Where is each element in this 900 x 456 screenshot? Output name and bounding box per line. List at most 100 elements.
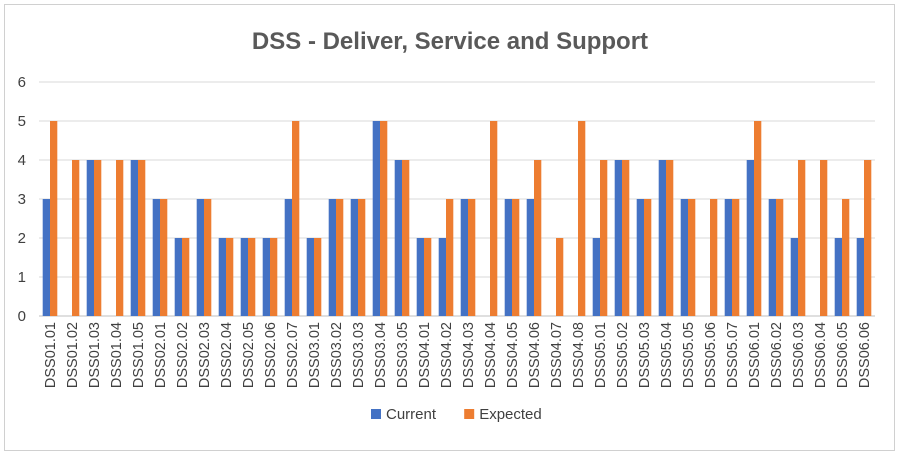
bar-current-dss05-05 [680, 199, 688, 316]
bar-current-dss05-03 [636, 199, 644, 316]
x-tick-label: DSS05.05 [681, 322, 697, 388]
bars [42, 121, 872, 316]
bar-current-dss06-03 [790, 238, 798, 316]
chart-svg: DSS - Deliver, Service and Support 0 1 2 3 4… [18, 28, 875, 423]
bar-current-dss01-05 [130, 160, 138, 316]
x-tick-label: DSS05.04 [659, 322, 675, 388]
bar-expected-dss01-03 [94, 160, 102, 316]
x-tick-label: DSS05.02 [615, 322, 631, 388]
bar-current-dss03-05 [394, 160, 402, 316]
bar-current-dss02-03 [196, 199, 204, 316]
bar-expected-dss05-01 [600, 160, 608, 316]
bar-expected-dss03-03 [358, 199, 366, 316]
bar-current-dss01-01 [42, 199, 50, 316]
x-tick-label: DSS06.02 [769, 322, 785, 388]
bar-current-dss06-02 [768, 199, 776, 316]
bar-expected-dss03-04 [380, 121, 388, 316]
x-tick-label: DSS05.01 [593, 322, 609, 388]
x-tick-label: DSS01.03 [87, 322, 103, 388]
bar-current-dss01-03 [86, 160, 94, 316]
x-tick-label: DSS03.05 [395, 322, 411, 388]
bar-expected-dss06-01 [754, 121, 762, 316]
x-tick-label: DSS02.07 [285, 322, 301, 388]
x-tick-label: DSS01.02 [65, 322, 81, 388]
bar-current-dss04-05 [504, 199, 512, 316]
x-tick-label: DSS03.02 [329, 322, 345, 388]
y-tick-label: 3 [18, 191, 26, 208]
bar-current-dss02-02 [174, 238, 182, 316]
x-tick-label: DSS02.01 [153, 322, 169, 388]
bar-expected-dss05-02 [622, 160, 630, 316]
legend-swatch-expected [464, 409, 475, 419]
bar-expected-dss02-05 [248, 238, 256, 316]
bar-expected-dss04-05 [512, 199, 520, 316]
bar-current-dss05-01 [592, 238, 600, 316]
bar-expected-dss06-03 [798, 160, 806, 316]
bar-expected-dss03-02 [336, 199, 344, 316]
bar-expected-dss05-04 [666, 160, 674, 316]
x-tick-label: DSS06.03 [791, 322, 807, 388]
bar-current-dss03-01 [306, 238, 314, 316]
bar-current-dss04-06 [526, 199, 534, 316]
x-tick-label: DSS05.06 [703, 322, 719, 388]
bar-expected-dss04-02 [446, 199, 454, 316]
bar-expected-dss06-04 [820, 160, 828, 316]
x-tick-label: DSS06.01 [747, 322, 763, 388]
y-tick-label: 1 [18, 269, 26, 286]
bar-expected-dss01-02 [72, 160, 80, 316]
x-tick-label: DSS04.03 [461, 322, 477, 388]
legend-label-current: Current [386, 406, 437, 423]
x-tick-label: DSS04.05 [505, 322, 521, 388]
x-tick-label: DSS02.04 [219, 322, 235, 388]
bar-current-dss06-05 [834, 238, 842, 316]
x-tick-label: DSS01.04 [109, 322, 125, 388]
bar-expected-dss06-02 [776, 199, 784, 316]
x-tick-label: DSS06.06 [857, 322, 873, 388]
bar-expected-dss03-01 [314, 238, 322, 316]
bar-expected-dss05-03 [644, 199, 652, 316]
bar-current-dss06-01 [746, 160, 754, 316]
bar-current-dss04-01 [416, 238, 424, 316]
y-tick-label: 4 [18, 152, 26, 169]
bar-current-dss04-02 [438, 238, 446, 316]
bar-current-dss03-02 [328, 199, 336, 316]
bar-expected-dss03-05 [402, 160, 410, 316]
x-tick-label: DSS01.05 [131, 322, 147, 388]
x-tick-label: DSS04.02 [439, 322, 455, 388]
x-tick-label: DSS05.03 [637, 322, 653, 388]
bar-expected-dss05-05 [688, 199, 696, 316]
bar-expected-dss02-04 [226, 238, 234, 316]
x-tick-label: DSS05.07 [725, 322, 741, 388]
x-tick-label: DSS04.01 [417, 322, 433, 388]
bar-expected-dss02-07 [292, 121, 300, 316]
bar-expected-dss04-01 [424, 238, 432, 316]
bar-expected-dss04-07 [556, 238, 564, 316]
bar-current-dss05-04 [658, 160, 666, 316]
bar-expected-dss06-05 [842, 199, 850, 316]
bar-expected-dss04-04 [490, 121, 498, 316]
legend: Current Expected [371, 406, 542, 423]
bar-current-dss03-04 [372, 121, 380, 316]
bar-expected-dss05-07 [732, 199, 740, 316]
x-tick-label: DSS02.05 [241, 322, 257, 388]
bar-current-dss06-06 [856, 238, 864, 316]
bar-expected-dss02-06 [270, 238, 278, 316]
bar-current-dss03-03 [350, 199, 358, 316]
bar-expected-dss05-06 [710, 199, 718, 316]
legend-label-expected: Expected [479, 406, 542, 423]
bar-current-dss05-02 [614, 160, 622, 316]
chart-frame: DSS - Deliver, Service and Support 0 1 2 3 4… [4, 4, 895, 451]
bar-expected-dss02-01 [160, 199, 168, 316]
x-tick-label: DSS02.06 [263, 322, 279, 388]
x-tick-label: DSS03.03 [351, 322, 367, 388]
bar-expected-dss01-04 [116, 160, 124, 316]
bar-expected-dss02-03 [204, 199, 212, 316]
y-tick-label: 0 [18, 308, 26, 325]
bar-current-dss05-07 [724, 199, 732, 316]
bar-expected-dss06-06 [864, 160, 872, 316]
x-tick-label: DSS02.02 [175, 322, 191, 388]
bar-current-dss02-06 [262, 238, 270, 316]
bar-current-dss02-01 [152, 199, 160, 316]
x-tick-label: DSS04.06 [527, 322, 543, 388]
bar-expected-dss04-06 [534, 160, 542, 316]
